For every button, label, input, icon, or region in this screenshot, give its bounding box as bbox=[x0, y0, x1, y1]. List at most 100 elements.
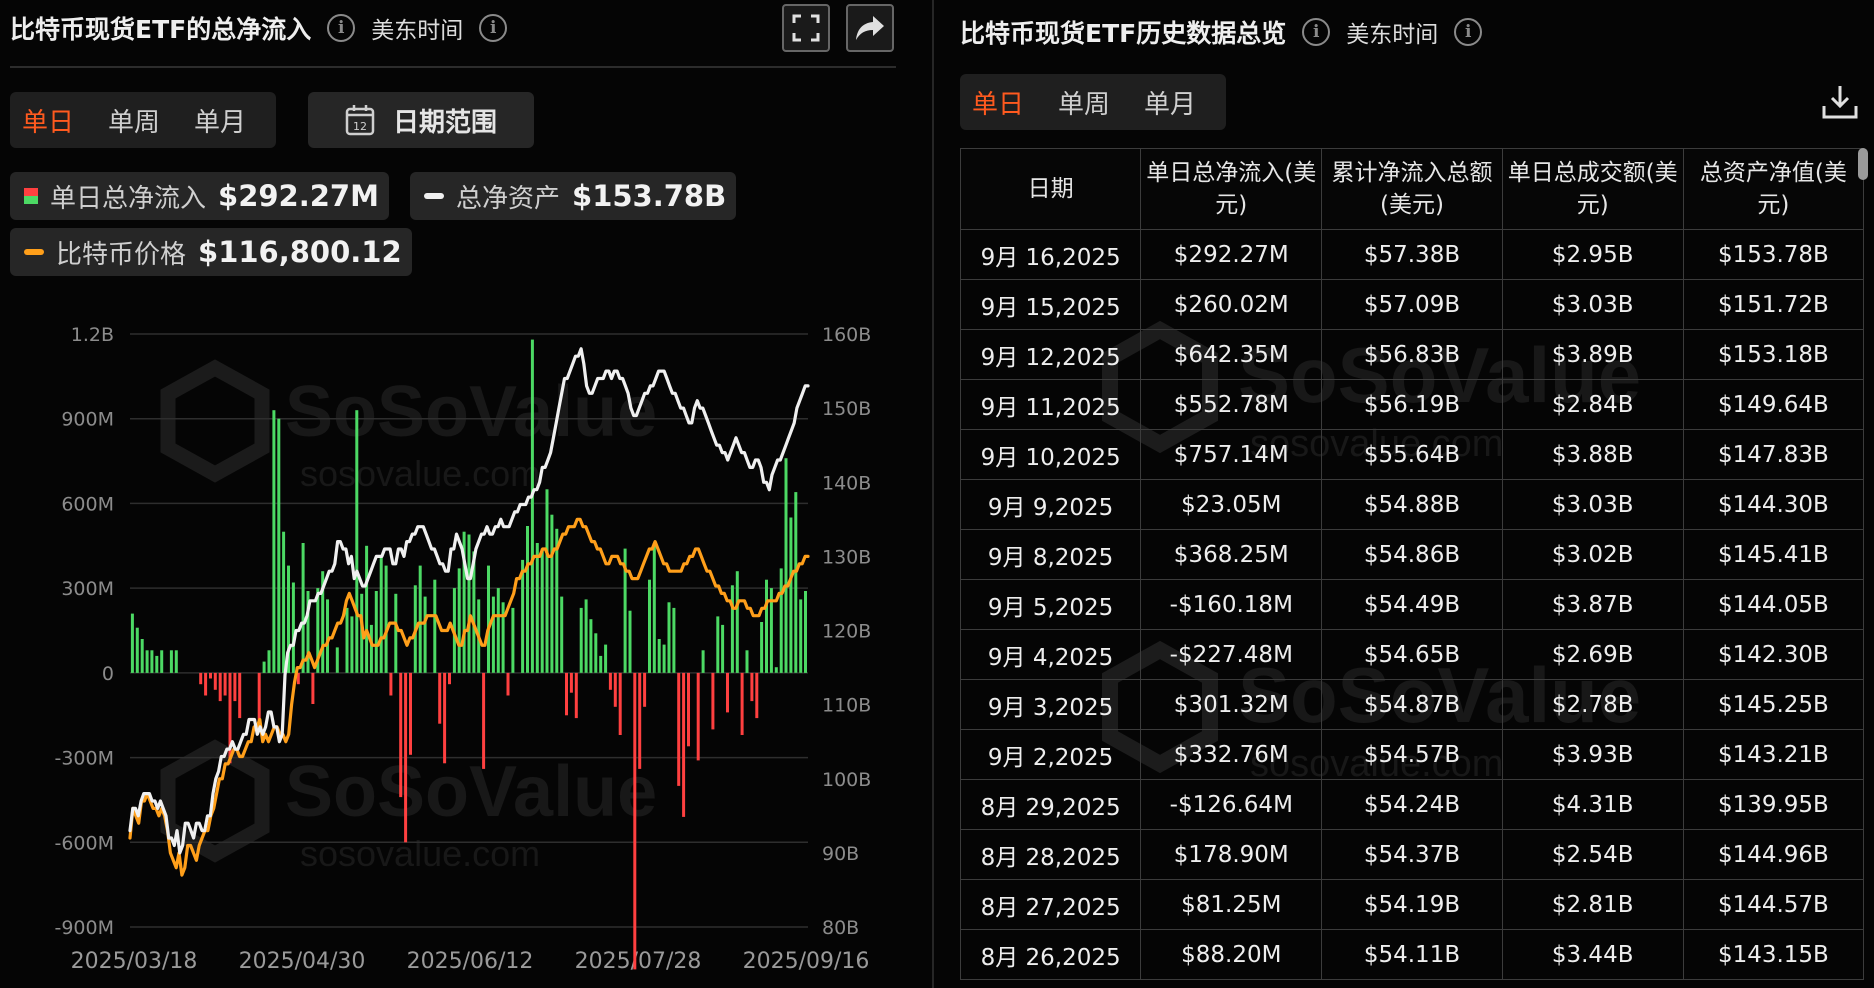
inflow-bar bbox=[169, 650, 173, 673]
cell-cumulative-inflow: $54.11B bbox=[1321, 929, 1503, 980]
inflow-bar bbox=[594, 633, 598, 673]
history-panel: 比特币现货ETF历史数据总览 i 美东时间 i 单日 单周 单月 SoSoVal… bbox=[950, 0, 1874, 988]
table-row[interactable]: 9月 16,2025 $292.27M $57.38B $2.95B $153.78B bbox=[959, 229, 1865, 280]
inflow-bar bbox=[779, 568, 783, 673]
cell-daily-volume: $3.93B bbox=[1501, 729, 1684, 780]
info-icon[interactable]: i bbox=[327, 14, 356, 42]
tab-monthly[interactable]: 单月 bbox=[194, 107, 247, 138]
inflow-bar bbox=[701, 650, 705, 673]
tab-daily[interactable]: 单日 bbox=[972, 89, 1025, 120]
calendar-icon: 12 bbox=[345, 105, 375, 136]
column-header-cumulative-inflow[interactable]: 累计净流入总额(美元) bbox=[1321, 148, 1503, 230]
cell-net-assets: $144.96B bbox=[1682, 829, 1865, 880]
column-header-daily-volume[interactable]: 单日总成交额(美元) bbox=[1501, 148, 1684, 230]
table-row[interactable]: 8月 28,2025 $178.90M $54.37B $2.54B $144.96B bbox=[959, 829, 1865, 880]
inflow-bar bbox=[648, 579, 651, 673]
inflow-bar bbox=[306, 591, 310, 673]
cell-date: 8月 29,2025 bbox=[959, 779, 1142, 830]
column-header-daily-net-inflow[interactable]: 单日总净流入(美元) bbox=[1140, 148, 1323, 230]
table-scrollbar[interactable] bbox=[1858, 148, 1868, 180]
info-icon[interactable]: i bbox=[1454, 18, 1483, 46]
date-range-button[interactable]: 12 日期范围 bbox=[308, 92, 534, 148]
outflow-bar bbox=[613, 672, 617, 707]
cell-daily-net-inflow: $178.90M bbox=[1140, 829, 1323, 880]
table-row[interactable]: 9月 3,2025 $301.32M $54.87B $2.78B $145.25B bbox=[959, 679, 1865, 730]
outflow-bar bbox=[696, 672, 700, 761]
tab-weekly[interactable]: 单周 bbox=[1058, 89, 1111, 120]
inflow-bar bbox=[735, 571, 739, 673]
outflow-bar bbox=[482, 672, 486, 769]
table-row[interactable]: 9月 10,2025 $757.14M $55.64B $3.88B $147.83B bbox=[959, 429, 1865, 480]
inflow-bar bbox=[130, 613, 134, 673]
y-right-tick-label: 100B bbox=[822, 769, 871, 791]
table-row[interactable]: 9月 5,2025 -$160.18M $54.49B $3.87B $144.05B bbox=[959, 579, 1865, 630]
outflow-bar bbox=[565, 672, 568, 716]
y-left-tick-label: 600M bbox=[61, 493, 114, 515]
column-header-net-assets[interactable]: 总资产净值(美元) bbox=[1682, 148, 1865, 230]
legend-net-assets[interactable]: 总净资产 $153.78B bbox=[410, 172, 737, 220]
cell-cumulative-inflow: $54.19B bbox=[1321, 879, 1503, 930]
inflow-bar bbox=[282, 531, 286, 673]
inflow-bar bbox=[716, 616, 720, 673]
y-right-tick-label: 150B bbox=[822, 398, 871, 420]
table-row[interactable]: 9月 8,2025 $368.25M $54.86B $3.02B $145.41B bbox=[959, 529, 1865, 580]
cell-daily-volume: $3.88B bbox=[1501, 429, 1684, 480]
cell-daily-net-inflow: -$160.18M bbox=[1140, 579, 1323, 630]
tab-monthly[interactable]: 单月 bbox=[1144, 89, 1197, 120]
table-row[interactable]: 8月 27,2025 $81.25M $54.19B $2.81B $144.57B bbox=[959, 879, 1865, 930]
legend-net-inflow[interactable]: 单日总净流入 $292.27M bbox=[10, 172, 389, 220]
y-left-tick-label: 1.2B bbox=[71, 324, 114, 346]
cell-daily-volume: $2.69B bbox=[1501, 629, 1684, 680]
legend-net-assets-label: 总净资产 bbox=[456, 183, 561, 214]
net-inflow-chart[interactable]: SoSoValuesosovalue.comSoSoValuesosovalue… bbox=[0, 300, 904, 988]
table-row[interactable]: 9月 15,2025 $260.02M $57.09B $3.03B $151.72B bbox=[959, 279, 1865, 330]
inflow-bar bbox=[287, 565, 290, 673]
inflow-bar bbox=[521, 559, 525, 673]
inflow-bar bbox=[150, 650, 154, 673]
legend-net-assets-value: $153.78B bbox=[572, 179, 727, 213]
inflow-bar bbox=[530, 339, 534, 673]
table-row[interactable]: 9月 11,2025 $552.78M $56.19B $2.84B $149.64B bbox=[959, 379, 1865, 430]
x-tick-label: 2025/03/18 bbox=[71, 949, 198, 974]
export-icon[interactable] bbox=[1820, 82, 1860, 122]
outflow-bar bbox=[438, 672, 442, 724]
cell-daily-volume: $4.31B bbox=[1501, 779, 1684, 830]
info-icon[interactable]: i bbox=[479, 14, 508, 42]
fullscreen-icon[interactable] bbox=[782, 4, 830, 52]
left-panel-title: 比特币现货ETF的总净流入 bbox=[10, 15, 312, 44]
btc-price-line bbox=[128, 517, 810, 877]
table-row[interactable]: 9月 4,2025 -$227.48M $54.65B $2.69B $142.30B bbox=[959, 629, 1865, 680]
svg-text:sosovalue.com: sosovalue.com bbox=[300, 453, 540, 494]
cell-cumulative-inflow: $54.86B bbox=[1321, 529, 1503, 580]
cell-cumulative-inflow: $55.64B bbox=[1321, 429, 1503, 480]
table-row[interactable]: 8月 26,2025 $88.20M $54.11B $3.44B $143.15B bbox=[959, 929, 1865, 980]
table-row[interactable]: 8月 29,2025 -$126.64M $54.24B $4.31B $139.95B bbox=[959, 779, 1865, 830]
legend-btc-price[interactable]: 比特币价格 $116,800.12 bbox=[10, 228, 412, 276]
inflow-bar bbox=[794, 492, 798, 673]
cell-date: 9月 9,2025 bbox=[959, 479, 1142, 530]
inflow-bar bbox=[745, 650, 749, 673]
inflow-bar bbox=[584, 599, 588, 673]
share-icon[interactable] bbox=[846, 4, 894, 52]
outflow-bar bbox=[638, 672, 642, 769]
tab-daily[interactable]: 单日 bbox=[22, 107, 75, 138]
table-row[interactable]: 9月 12,2025 $642.35M $56.83B $3.89B $153.18B bbox=[959, 329, 1865, 380]
cell-daily-net-inflow: $552.78M bbox=[1140, 379, 1323, 430]
info-icon[interactable]: i bbox=[1302, 18, 1331, 46]
inflow-bar bbox=[462, 531, 466, 673]
panel-divider bbox=[932, 0, 934, 988]
table-row[interactable]: 9月 2,2025 $332.76M $54.57B $3.93B $143.21B bbox=[959, 729, 1865, 780]
tab-weekly[interactable]: 单周 bbox=[108, 107, 161, 138]
table-row[interactable]: 9月 9,2025 $23.05M $54.88B $3.03B $144.30B bbox=[959, 479, 1865, 530]
inflow-bar bbox=[760, 622, 764, 673]
svg-text:SoSoValue: SoSoValue bbox=[285, 752, 657, 832]
inflow-bar bbox=[491, 596, 495, 673]
left-title-row: 比特币现货ETF的总净流入 i 美东时间 i bbox=[10, 10, 508, 46]
inflow-bar bbox=[555, 528, 559, 673]
right-timezone-label: 美东时间 bbox=[1346, 22, 1439, 48]
column-header-date[interactable]: 日期 bbox=[959, 148, 1142, 230]
cell-cumulative-inflow: $54.88B bbox=[1321, 479, 1503, 530]
x-tick-label: 2025/06/12 bbox=[407, 949, 534, 974]
